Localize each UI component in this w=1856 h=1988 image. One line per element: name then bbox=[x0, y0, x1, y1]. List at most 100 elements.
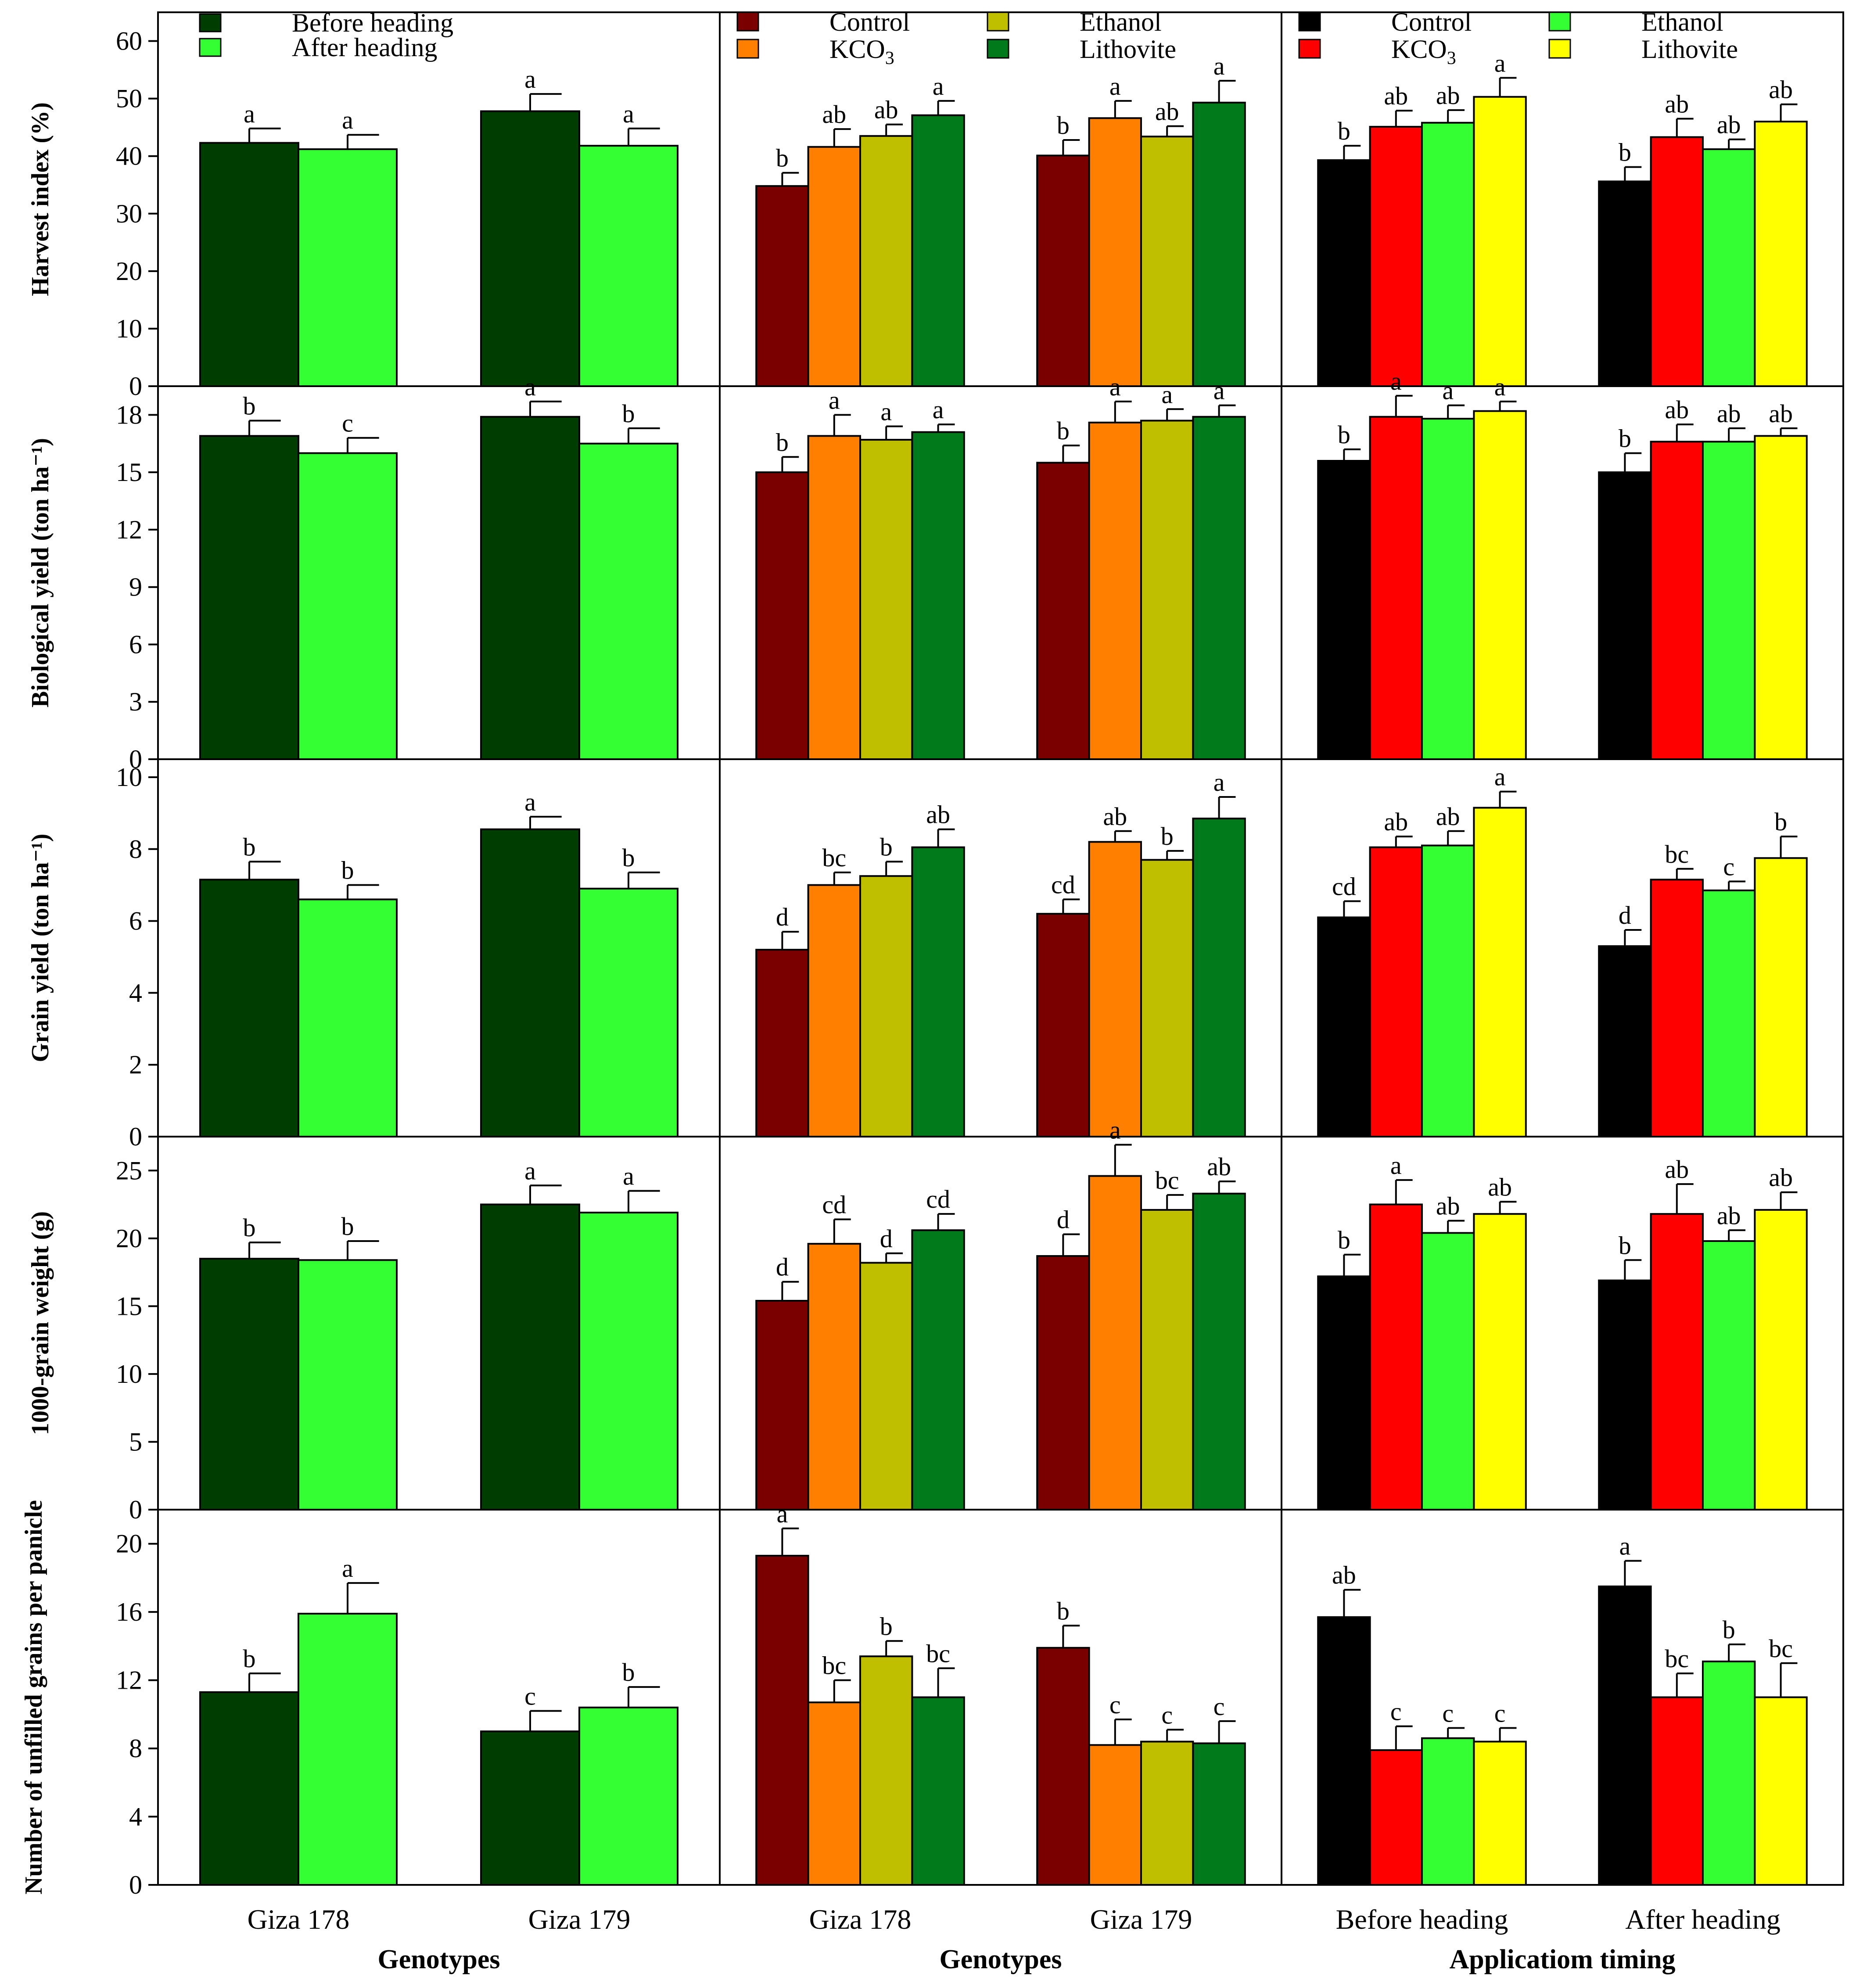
x-category-label: Giza 179 bbox=[1090, 1904, 1192, 1935]
bar bbox=[1088, 421, 1142, 760]
legend-swatch bbox=[1548, 39, 1571, 59]
legend-swatch bbox=[199, 13, 222, 32]
significance-letter: ab bbox=[1207, 1152, 1231, 1181]
significance-letter: ab bbox=[1155, 97, 1179, 126]
y-tick-label: 40 bbox=[116, 142, 142, 171]
bar bbox=[859, 135, 913, 388]
bar bbox=[755, 949, 809, 1138]
legend-label: After heading bbox=[292, 33, 438, 62]
significance-letter: b bbox=[1338, 420, 1350, 449]
y-tick-label: 8 bbox=[129, 1734, 142, 1763]
significance-letter: ab bbox=[1436, 802, 1460, 831]
bar bbox=[1598, 180, 1652, 387]
significance-letter: b bbox=[243, 391, 256, 420]
significance-letter: ab bbox=[1384, 82, 1408, 110]
significance-letter: a bbox=[1161, 380, 1173, 409]
significance-letter: ab bbox=[1769, 399, 1793, 428]
bar bbox=[1421, 844, 1475, 1138]
bar bbox=[1088, 841, 1142, 1138]
significance-letter: a bbox=[933, 395, 944, 424]
bar bbox=[1650, 879, 1704, 1138]
significance-letter: b bbox=[622, 1658, 635, 1687]
x-category-label: After heading bbox=[1625, 1904, 1781, 1935]
bar bbox=[199, 879, 299, 1138]
legend-swatch bbox=[736, 11, 759, 32]
bar bbox=[1192, 416, 1246, 760]
significance-letter: b bbox=[622, 399, 635, 428]
significance-letter: ab bbox=[822, 100, 846, 129]
bar bbox=[1473, 807, 1527, 1138]
significance-letter: c bbox=[1213, 1692, 1225, 1721]
bar bbox=[1473, 1213, 1527, 1511]
bar bbox=[1317, 916, 1371, 1138]
significance-letter: bc bbox=[1665, 840, 1689, 868]
significance-letter: b bbox=[1619, 1231, 1631, 1260]
bar bbox=[480, 416, 580, 760]
significance-letter: a bbox=[1109, 1116, 1121, 1145]
significance-letter: a bbox=[524, 373, 536, 401]
significance-letter: bc bbox=[926, 1639, 950, 1668]
significance-letter: a bbox=[1494, 49, 1506, 77]
y-tick-label: 10 bbox=[116, 763, 142, 792]
bar bbox=[1088, 1744, 1142, 1886]
significance-letter: ab bbox=[1665, 395, 1689, 424]
x-category-label: Before heading bbox=[1336, 1904, 1508, 1935]
significance-letter: a bbox=[1494, 763, 1506, 791]
bar bbox=[1140, 1740, 1194, 1886]
panel-r2-c2: cd ab ab a d bc c b bbox=[1317, 763, 1808, 1138]
significance-letter: a bbox=[777, 1500, 788, 1528]
bar bbox=[298, 898, 398, 1138]
bar bbox=[807, 435, 861, 760]
significance-letter: a bbox=[623, 100, 634, 128]
significance-letter: ab bbox=[1717, 1201, 1741, 1230]
x-axis-title: Genotypes bbox=[378, 1945, 500, 1974]
y-tick-label: 15 bbox=[116, 458, 142, 487]
bar bbox=[1036, 913, 1090, 1138]
significance-letter: bc bbox=[1665, 1644, 1689, 1673]
x-axis-col-0: Giza 178 Giza 179 Genotypes bbox=[248, 1904, 631, 1974]
significance-letter: b bbox=[1619, 138, 1631, 167]
legend-label: Lithovite bbox=[1641, 35, 1738, 64]
significance-letter: c bbox=[524, 1682, 536, 1711]
bar bbox=[807, 1701, 861, 1886]
significance-letter: a bbox=[1213, 377, 1225, 405]
y-tick-label: 20 bbox=[116, 257, 142, 286]
legend-label: Control bbox=[1391, 7, 1472, 36]
bar bbox=[578, 1706, 678, 1886]
bar bbox=[1650, 1696, 1704, 1886]
bar bbox=[1317, 1616, 1371, 1886]
y-tick-label: 10 bbox=[116, 314, 142, 343]
x-axis-title: Genotypes bbox=[940, 1945, 1062, 1974]
bar bbox=[1473, 1740, 1527, 1886]
significance-letter: c bbox=[1723, 852, 1734, 881]
significance-letter: cd bbox=[926, 1185, 950, 1213]
bar bbox=[1598, 1585, 1652, 1886]
legend-swatch bbox=[1548, 11, 1571, 32]
panel-r3-c0: b b a a bbox=[199, 1156, 678, 1511]
significance-letter: cd bbox=[1051, 870, 1075, 899]
y-axis-row-4: 0 4 8 12 16 20 Number of unfilled grains per p… bbox=[20, 1500, 158, 1899]
bar bbox=[1369, 416, 1423, 760]
significance-letter: d bbox=[776, 1253, 789, 1281]
significance-letter: ab bbox=[1769, 1163, 1793, 1192]
y-axis-title: Biological yield (ton ha⁻¹) bbox=[27, 438, 54, 707]
significance-letter: b bbox=[243, 1644, 256, 1673]
significance-letter: b bbox=[341, 1212, 354, 1241]
y-tick-label: 18 bbox=[116, 400, 142, 429]
x-category-label: Giza 179 bbox=[528, 1904, 631, 1935]
legend-label: Control bbox=[829, 7, 910, 36]
legend-swatch bbox=[1298, 39, 1321, 59]
significance-letter: c bbox=[1390, 1697, 1402, 1726]
bar bbox=[1754, 1209, 1808, 1511]
bar bbox=[1421, 1232, 1475, 1511]
bar bbox=[755, 1554, 809, 1886]
bar bbox=[578, 442, 678, 760]
y-axis-row-3: 0 5 10 15 20 25 1000-grain weight (g) bbox=[27, 1156, 158, 1524]
y-tick-label: 2 bbox=[129, 1050, 142, 1079]
y-tick-label: 3 bbox=[129, 687, 142, 716]
x-axis-col-2: Before heading After heading Applicatiom t… bbox=[1336, 1904, 1781, 1974]
bar bbox=[911, 431, 965, 760]
bar bbox=[755, 185, 809, 387]
